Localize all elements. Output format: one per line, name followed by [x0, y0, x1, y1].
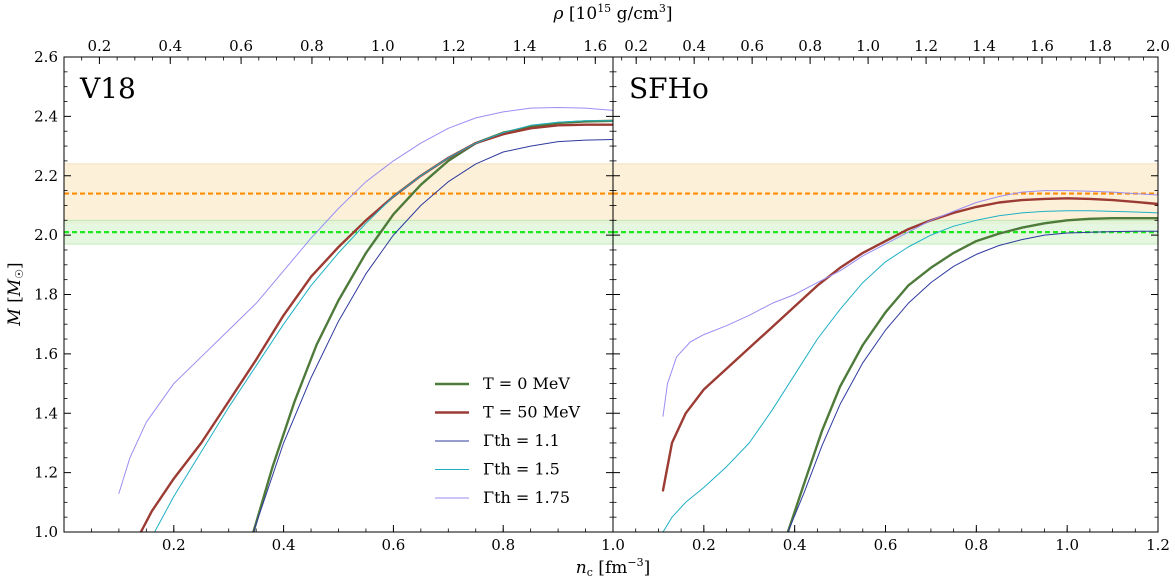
series-g15	[154, 120, 613, 532]
series-t50	[139, 123, 613, 532]
top-x-tick-label: 1.4	[972, 37, 996, 55]
top-x-tick-label: 1.0	[856, 37, 880, 55]
x-tick-label: 1.0	[601, 536, 625, 554]
series-t0	[252, 119, 613, 532]
series-g11	[787, 230, 1158, 532]
x-tick-label: 1.2	[1146, 536, 1170, 554]
x-tick-label: 0.2	[692, 536, 716, 554]
x-tick-label: 0.6	[874, 536, 898, 554]
legend-label-t50: T = 50 MeV	[483, 403, 581, 422]
y-tick-label: 2.6	[34, 48, 58, 66]
top-x-tick-label: 0.4	[158, 37, 182, 55]
series-g175	[662, 190, 1158, 417]
top-x-tick-label: 2.0	[1146, 37, 1170, 55]
panel-title-sfho: SFHo	[629, 72, 709, 105]
series-g175	[118, 107, 613, 494]
y-tick-label: 1.6	[34, 345, 58, 363]
series-t50	[661, 197, 1158, 492]
series-lines-sfho	[661, 190, 1158, 532]
ticks-v18: 0.2 0.4 0.6 0.8 1.0 0.2 0.4 0.6 0.8 1.0 1.2 1.4 1.6	[64, 37, 625, 554]
top-x-axis-label: ρ [1015 g/cm3]	[553, 2, 673, 24]
panel-v18: 0.2 0.4 0.6 0.8 1.00.2 0.4 0.6 0.8 1.0 1.2 1.4 1.6 …	[63, 37, 625, 554]
reference-lines-v18	[64, 192, 613, 234]
y-tick-label: 2.4	[34, 107, 58, 125]
top-x-tick-label: 1.4	[513, 37, 537, 55]
x-tick-label: 0.6	[381, 536, 405, 554]
y-axis-label: M [M☉]	[5, 262, 26, 326]
panel-sfho: 0.2 0.4 0.6 0.8 1.0 1.2 0.2 0.4 0.6 0.8 1.0 1.2 1.4 1…	[612, 37, 1170, 554]
series-g11	[252, 139, 613, 532]
y-tick-label: 1.0	[34, 523, 58, 541]
top-x-tick-label: 1.6	[1030, 37, 1054, 55]
x-tick-label: 0.2	[162, 536, 186, 554]
series-t0	[786, 217, 1158, 532]
x-tick-label: 1.0	[1055, 536, 1079, 554]
top-x-tick-label: 0.6	[740, 37, 764, 55]
y-tick-label: 1.8	[34, 286, 58, 304]
top-x-tick-label: 0.6	[229, 37, 253, 55]
top-x-tick-label: 1.6	[583, 37, 607, 55]
series-g15	[662, 210, 1158, 532]
y-tick-label: 2.2	[34, 167, 58, 185]
x-tick-label: 0.4	[272, 536, 296, 554]
y-tick-label: 1.2	[34, 464, 58, 482]
top-x-tick-label: 0.4	[682, 37, 706, 55]
top-x-tick-label: 1.0	[371, 37, 395, 55]
x-tick-label: 0.8	[964, 536, 988, 554]
ticks-sfho: 0.2 0.4 0.6 0.8 1.0 1.2 0.2 0.4 0.6 0.8 1.0 1.2 1.4 1…	[613, 37, 1170, 554]
legend-label-g15: Γth = 1.5	[483, 460, 560, 479]
legend-label-g11: Γth = 1.1	[483, 431, 560, 450]
legend-label-g175: Γth = 1.75	[483, 488, 570, 507]
series-lines-v18	[118, 107, 613, 532]
x-tick-label: 0.4	[783, 536, 807, 554]
x-axis-label: nc [fm−3]	[576, 556, 650, 579]
legend: T = 0 MeV T = 50 MeV Γth = 1.1 Γth = 1.5 Γth…	[435, 374, 581, 507]
reference-lines-sfho	[613, 192, 1158, 234]
y-tick-label: 2.0	[34, 226, 58, 244]
y-axis-ticks: 1.0 1.2 1.4 1.6 1.8 2.0 2.2 2.4 2.6	[34, 48, 58, 541]
top-x-tick-label: 1.2	[914, 37, 938, 55]
top-x-tick-label: 0.8	[798, 37, 822, 55]
top-x-tick-label: 0.8	[300, 37, 324, 55]
y-tick-label: 1.4	[34, 404, 58, 422]
top-x-tick-label: 1.2	[442, 37, 466, 55]
top-x-tick-label: 1.8	[1088, 37, 1112, 55]
x-tick-label: 0.8	[491, 536, 515, 554]
top-x-tick-label: 0.2	[87, 37, 111, 55]
plot-frame-sfho	[612, 56, 1159, 533]
top-x-tick-label: 0.2	[624, 37, 648, 55]
panel-title-v18: V18	[79, 72, 136, 105]
legend-label-t0: T = 0 MeV	[483, 374, 570, 393]
